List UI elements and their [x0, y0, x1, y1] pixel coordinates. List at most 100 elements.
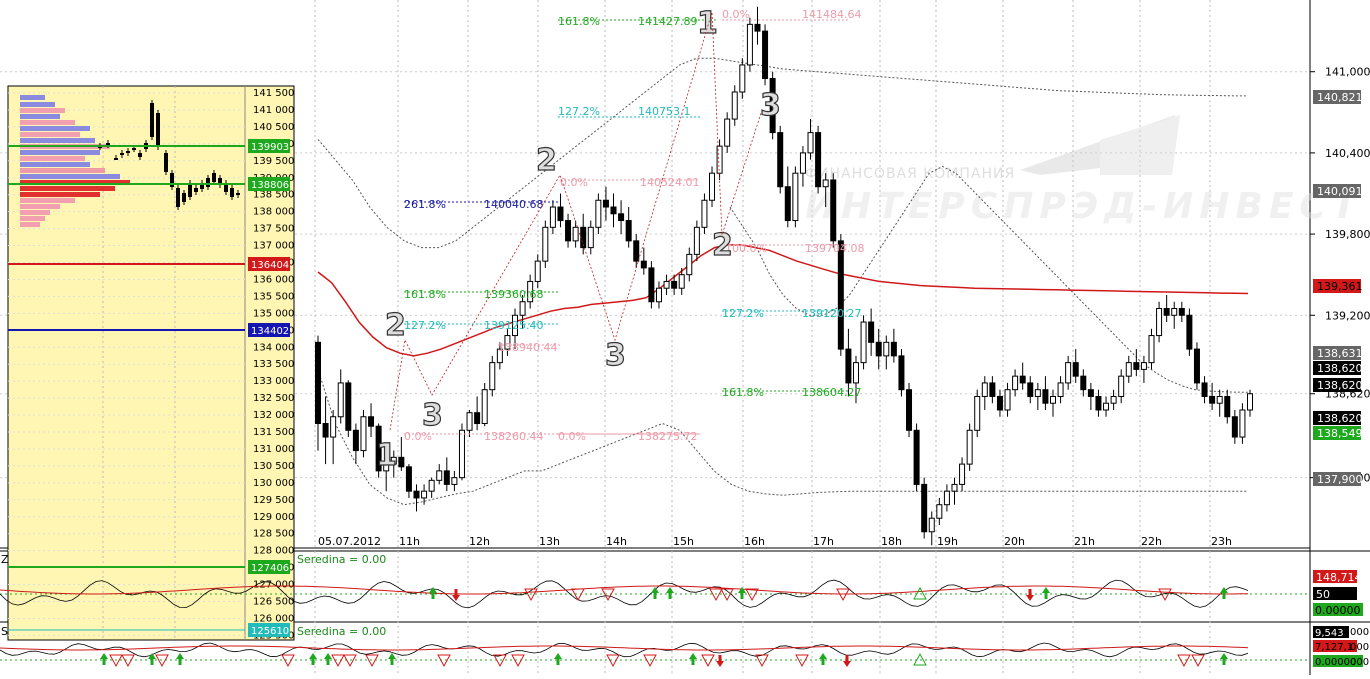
- fib-percent: 161.8%: [404, 288, 446, 301]
- candle-body: [390, 456, 397, 465]
- candle: [1178, 301, 1185, 323]
- inset-candle-body: [164, 153, 168, 172]
- candle-body: [1140, 362, 1147, 370]
- candle: [663, 274, 670, 295]
- candle-body: [557, 206, 564, 222]
- candle-body: [837, 240, 844, 350]
- indicator1-label-zero: 0.00000: [1315, 604, 1361, 617]
- candle-body: [504, 335, 511, 350]
- hour-label: 11h: [399, 535, 420, 548]
- fib-value: 141427.89: [638, 15, 698, 28]
- candle-body: [868, 321, 875, 343]
- inset-candle-body: [132, 148, 136, 150]
- candle: [1012, 369, 1019, 397]
- price-label-box: [1313, 279, 1361, 293]
- price-label: 139,361: [1313, 279, 1363, 293]
- candle: [754, 6, 761, 45]
- candle-body: [951, 483, 958, 492]
- indicator2-label-max: 9,543: [1315, 628, 1344, 639]
- candle-body: [489, 362, 496, 391]
- candle: [375, 423, 382, 478]
- volume-bar: [20, 198, 75, 203]
- hour-label: 17h: [813, 535, 834, 548]
- candle-body: [330, 416, 337, 438]
- inset-level-box: [248, 560, 290, 574]
- signal-triangle-down: [365, 654, 379, 668]
- price-label-box: [1313, 378, 1361, 392]
- inset-candle-body: [200, 183, 204, 189]
- indicator2-line: [0, 642, 1249, 658]
- candle-body: [693, 226, 700, 255]
- indicator-lines: [317, 57, 1249, 506]
- candle: [1087, 382, 1094, 410]
- price-label: 138,620: [1313, 411, 1363, 425]
- signal-triangle-down: [493, 654, 507, 668]
- price-label-box: [1313, 346, 1361, 360]
- wave-path: [389, 11, 763, 431]
- candle-body: [565, 220, 572, 242]
- wave-label: 3: [760, 88, 781, 123]
- candle-body: [398, 456, 405, 468]
- candle: [906, 382, 913, 438]
- volume-bar: [20, 95, 45, 100]
- candle: [345, 380, 352, 438]
- inset-level-text: 139903: [251, 142, 289, 153]
- price-label-box: [1313, 411, 1361, 425]
- signal-triangle-down: [701, 654, 715, 668]
- hour-label: 15h: [673, 535, 694, 548]
- inset-candle-body: [126, 151, 130, 153]
- watermark-line2: ИНТЕРСПРЭД-ИНВЕСТ: [805, 186, 1362, 227]
- inset-level-box: [248, 257, 290, 271]
- candle-body: [572, 226, 579, 242]
- candle-body: [519, 301, 526, 316]
- indicator1-label-max: 148,714: [1316, 571, 1362, 584]
- signal-triangle-down: [571, 588, 585, 602]
- price-label: 140,091: [1313, 184, 1363, 198]
- indicator-panel-1[interactable]: Z Seredina = 0.00 148,714 50 0.00000: [0, 553, 1363, 617]
- candle-body: [883, 341, 890, 357]
- candle-body: [1034, 389, 1041, 397]
- candle: [1247, 389, 1253, 417]
- candle-body: [890, 341, 897, 357]
- candle-body: [981, 382, 988, 397]
- indicator-panel-2[interactable]: S Seredina = 0.00 9,543 7,127,1 0.00000 …: [0, 625, 1369, 668]
- candle: [724, 112, 731, 153]
- candle-body: [1095, 395, 1102, 411]
- fib-percent: 127.2%: [404, 319, 446, 332]
- candle-body: [549, 206, 556, 228]
- candle: [504, 328, 511, 356]
- candle: [1193, 342, 1200, 390]
- candle-body: [852, 362, 859, 384]
- signal-up-arrow: [738, 587, 746, 599]
- signal-up-arrow: [429, 587, 437, 599]
- candle-body: [1148, 335, 1155, 364]
- candle-body: [436, 470, 443, 481]
- inset-level-marker: 127406: [8, 560, 290, 574]
- volume-bar: [20, 132, 80, 137]
- inset-price-tick: 129 000: [253, 512, 294, 523]
- candle-body: [1133, 362, 1140, 370]
- signal-triangle-down: [601, 588, 615, 602]
- candle: [436, 464, 443, 485]
- signal-up-arrow: [1042, 587, 1050, 599]
- candle-body: [724, 118, 731, 147]
- candle: [368, 403, 375, 438]
- candle: [496, 342, 503, 370]
- candle: [966, 423, 973, 471]
- candle-body: [845, 348, 852, 384]
- candle: [936, 497, 943, 525]
- fib-value: 139360.68: [484, 288, 544, 301]
- fib-value: 138260.44: [484, 430, 544, 443]
- inset-level-marker: 139903: [8, 139, 290, 153]
- wave-label: 1: [697, 6, 718, 41]
- indicator1-name: Seredina = 0.00: [297, 553, 386, 566]
- inset-level-text: 136404: [251, 260, 289, 271]
- signal-up-arrow: [666, 587, 674, 599]
- inset-candle-body: [188, 183, 192, 197]
- price-label-text: 138,620: [1317, 412, 1363, 425]
- candle-body: [405, 466, 412, 492]
- candle: [1148, 328, 1155, 370]
